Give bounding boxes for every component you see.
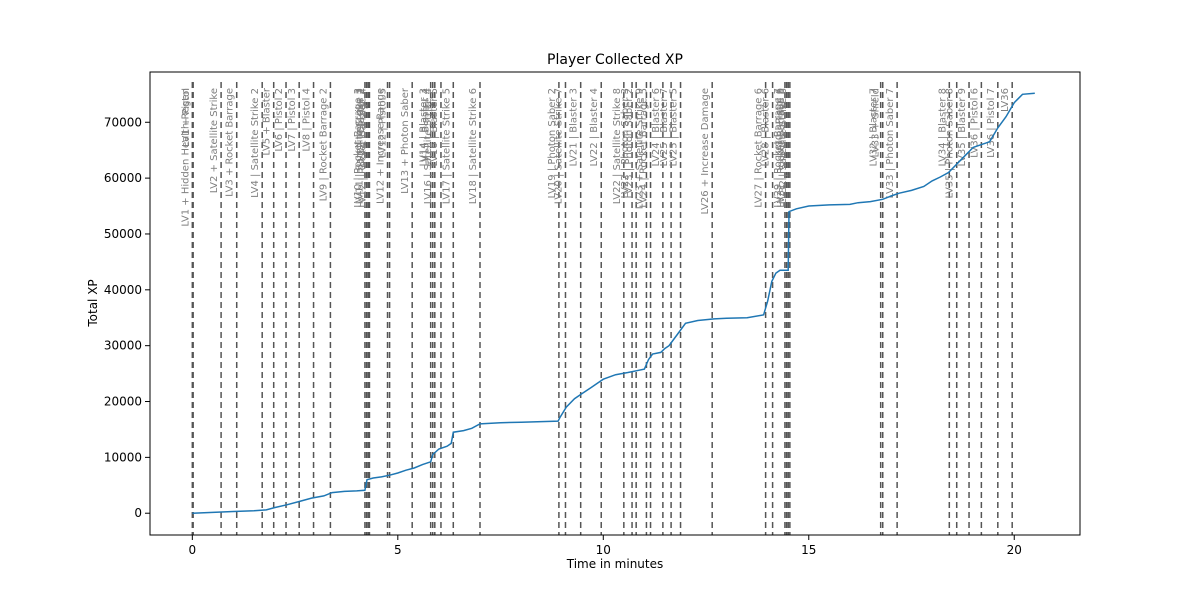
x-tick-label: 0: [189, 543, 197, 557]
event-label: LV3 + Rocket Barrage: [225, 88, 236, 197]
event-label: LV10 | Rocket Barrage 3: [353, 88, 364, 208]
y-tick-label: 70000: [104, 115, 142, 129]
event-label: LV1 + Hidden Health Regen: [180, 88, 191, 227]
event-label: LV33 | Photon Saber 7: [885, 88, 896, 198]
event-label: LV26 + Increase Damage: [700, 88, 711, 214]
event-label: LV22 | Photon Saber 3: [620, 88, 631, 198]
y-tick-label: 20000: [104, 395, 142, 409]
event-label: LV5 + Blaster: [262, 87, 273, 155]
event-label: LV31 | Rocket Barrage 8: [776, 88, 787, 208]
event-label: LV11 | Satellite Strike 3: [355, 88, 366, 204]
event-label: LV15 | Blaster 4: [421, 88, 432, 166]
event-label: LV8 | Pistol 4: [302, 88, 313, 152]
event-label: LV2 + Satellite Strike: [209, 88, 220, 193]
event-label: LV28 | Blaster 6: [761, 88, 772, 166]
event-label: LV12 | Pistol 5: [378, 88, 389, 158]
event-label: LV19 | Photon Saber 2: [547, 88, 558, 198]
event-label: LV22 | Satellite Strike 8: [612, 88, 623, 204]
event-label: LV21 | Blaster 3: [569, 88, 580, 166]
event-label: LV6 | Pistol 2: [274, 88, 285, 152]
event-label: LV24 | Blaster 6: [651, 88, 662, 166]
event-label: LV23 | Photon Saber 2: [624, 88, 635, 198]
y-axis-label: Total XP: [86, 279, 100, 327]
y-axis: 0 10000 20000 30000 40000 50000 60000 70000: [104, 115, 150, 520]
event-label: LV16 | Blaster 5: [429, 88, 440, 166]
event-label: LV7 | Pistol 3: [287, 88, 298, 152]
event-label: LV17 | Satellite Strike 5: [441, 88, 452, 204]
event-label: LV20 | Satellite Strike 7: [553, 88, 564, 204]
event-label: LV36: [1000, 88, 1011, 112]
x-axis: 0 5 10 15 20: [189, 535, 1022, 557]
y-tick-label: 50000: [104, 227, 142, 241]
event-label: LV34 | Blaster 8: [937, 88, 948, 166]
y-tick-label: 0: [134, 506, 142, 520]
x-tick-label: 5: [394, 543, 402, 557]
event-label: LV35 | Blaster 9: [957, 88, 968, 166]
event-label: LV14 | Blaster 3: [419, 88, 430, 166]
event-label: LV18 | Satellite Strike 6: [468, 88, 479, 204]
event-label: LV35 | Photon Saber 8: [945, 88, 956, 198]
event-label: LV29 | Rocket Barrage 7: [773, 88, 784, 208]
xp-series: [192, 92, 1035, 514]
y-tick-label: 10000: [104, 450, 142, 464]
event-label: LV9 | Rocket Barrage 2: [318, 88, 329, 201]
event-label: LV24 | Rocket Barrage 5: [639, 88, 650, 208]
event-label: LV27 | Rocket Barrage 6: [754, 88, 765, 208]
xp-line: [192, 92, 1035, 514]
event-label: LV32 | Blaster 7: [869, 88, 880, 166]
event-label: LV1 + Pistol: [181, 88, 192, 147]
y-tick-label: 60000: [104, 171, 142, 185]
event-label: LV22 | Blaster 4: [589, 88, 600, 166]
event-label: LV13 + Photon Saber: [400, 87, 411, 194]
event-label: LV33 + Shield: [871, 88, 882, 158]
event-label: LV25 | Blaster 7: [659, 88, 670, 166]
x-tick-label: 10: [596, 543, 611, 557]
plot-area: [149, 71, 1081, 536]
event-label: LV12 + Increase Range: [376, 88, 387, 204]
y-tick-label: 40000: [104, 283, 142, 297]
event-label: LV25 | Blaster 5: [669, 88, 680, 166]
x-axis-label: Time in minutes: [566, 557, 664, 571]
event-label: LV36 | Pistol 6: [969, 88, 980, 158]
x-tick-label: 20: [1007, 543, 1022, 557]
event-label: LV30 | Pistol 6: [775, 88, 786, 158]
chart-title: Player Collected XP: [547, 52, 683, 68]
event-label: LV16 | Satellite Strike 4: [423, 88, 434, 204]
event-label: LV4 | Satellite Strike 2: [250, 88, 261, 198]
event-label: LV36 | Pistol 7: [986, 88, 997, 158]
event-label: LV12 | Rocket Barrage 4: [357, 88, 368, 208]
event-label: LV23 + Satellite Strike 9: [634, 88, 645, 209]
x-tick-label: 15: [801, 543, 816, 557]
event-label: LV12 | Blaster 2: [356, 88, 367, 166]
event-label: LV32 | Satellite Strike 8: [778, 88, 789, 204]
y-tick-label: 30000: [104, 339, 142, 353]
